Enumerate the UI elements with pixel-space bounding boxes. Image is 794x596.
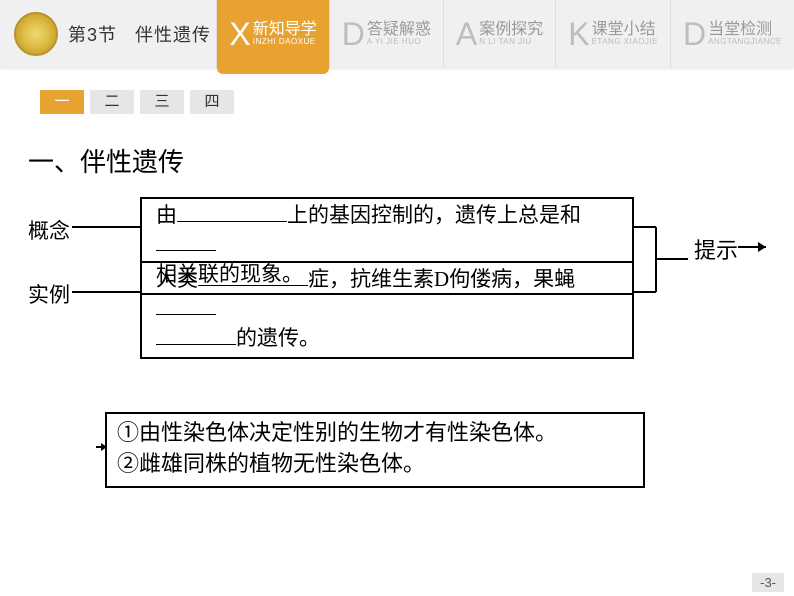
content-area: 一、伴性遗传 概念 实例 由上的基因控制的，遗传上总是和相关联的现象。 人类症，… bbox=[0, 114, 794, 367]
b2-tail: 的遗传。 bbox=[236, 326, 320, 350]
example-box: 人类 症，抗维生素D佝偻病，果蝇的遗传。 bbox=[140, 261, 634, 359]
page-number: -3- bbox=[752, 573, 784, 592]
concept-diagram: 概念 实例 由上的基因控制的，遗传上总是和相关联的现象。 人类症，抗维生素D佝偻… bbox=[28, 197, 766, 367]
tab-pinyin: ETANG XIAOJIE bbox=[592, 38, 658, 47]
nav-tabs: X 新知导学 INZHI DAOXUE D 答疑解惑 A YI JIE HUO … bbox=[216, 0, 794, 68]
logo-badge bbox=[14, 12, 58, 56]
lesson-title: 伴性遗传 bbox=[135, 25, 211, 45]
tab-cn: 当堂检测 bbox=[708, 21, 782, 39]
tab-dangtang[interactable]: D 当堂检测 ANGTANGJIANCE bbox=[670, 0, 794, 68]
tab-xinzhi[interactable]: X 新知导学 INZHI DAOXUE bbox=[216, 0, 328, 68]
tab-pinyin: ANGTANGJIANCE bbox=[708, 38, 782, 47]
tab-letter: D bbox=[683, 16, 706, 53]
subtab-3[interactable]: 三 bbox=[140, 90, 184, 114]
sub-tabs: 一 二 三 四 bbox=[40, 90, 794, 114]
tab-cn: 案例探究 bbox=[479, 21, 543, 39]
b2-pre: 人类 bbox=[156, 267, 198, 291]
tab-pinyin: INZHI DAOXUE bbox=[253, 38, 317, 47]
tab-cn: 答疑解惑 bbox=[367, 21, 431, 39]
tab-letter: A bbox=[456, 16, 477, 53]
tab-cn: 课堂小结 bbox=[592, 21, 658, 39]
tab-cn: 新知导学 bbox=[253, 21, 317, 39]
blank bbox=[156, 324, 236, 345]
subtab-2[interactable]: 二 bbox=[90, 90, 134, 114]
tab-letter: X bbox=[229, 16, 250, 53]
b2-mid: 症，抗维生素D佝偻病，果蝇 bbox=[308, 267, 575, 291]
note-line-2: ②雌雄同株的植物无性染色体。 bbox=[117, 449, 633, 480]
blank bbox=[177, 201, 287, 222]
tab-letter: K bbox=[568, 16, 589, 53]
b1-mid: 上的基因控制的，遗传上总是和 bbox=[287, 203, 581, 227]
subtab-4[interactable]: 四 bbox=[190, 90, 234, 114]
notes-box: ①由性染色体决定性别的生物才有性染色体。 ②雌雄同株的植物无性染色体。 bbox=[105, 412, 645, 488]
tab-anli[interactable]: A 案例探究 N LI TAN JIU bbox=[443, 0, 555, 68]
top-bar: 第3节 伴性遗传 X 新知导学 INZHI DAOXUE D 答疑解惑 A YI… bbox=[0, 0, 794, 68]
concept-label: 概念 bbox=[28, 215, 70, 245]
note-line-1: ①由性染色体决定性别的生物才有性染色体。 bbox=[117, 418, 633, 449]
hint-label: 提示 bbox=[694, 233, 738, 265]
tab-ketang[interactable]: K 课堂小结 ETANG XIAOJIE bbox=[555, 0, 670, 68]
tab-pinyin: N LI TAN JIU bbox=[479, 38, 543, 47]
section-heading: 一、伴性遗传 bbox=[28, 142, 766, 179]
tab-letter: D bbox=[342, 16, 365, 53]
chapter-label: 第3节 bbox=[68, 25, 117, 45]
blank bbox=[156, 230, 216, 251]
b1-pre: 由 bbox=[156, 203, 177, 227]
tab-dayi[interactable]: D 答疑解惑 A YI JIE HUO bbox=[329, 0, 443, 68]
tab-pinyin: A YI JIE HUO bbox=[367, 38, 431, 47]
blank bbox=[198, 265, 308, 286]
subtab-1[interactable]: 一 bbox=[40, 90, 84, 114]
blank bbox=[156, 294, 216, 315]
page-title: 第3节 伴性遗传 bbox=[68, 21, 211, 47]
example-label: 实例 bbox=[28, 279, 70, 309]
